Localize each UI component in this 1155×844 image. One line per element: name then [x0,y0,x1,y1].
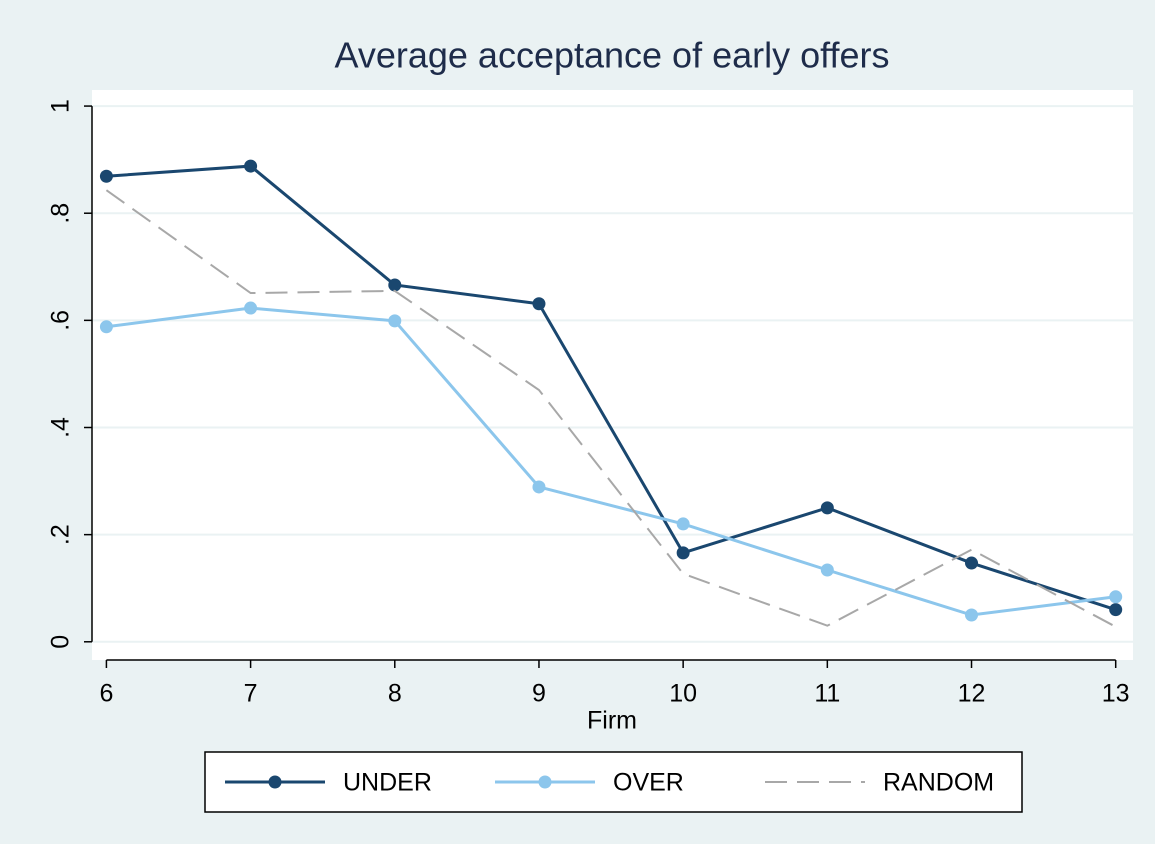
data-point [965,608,979,622]
y-tick-label: 0 [47,635,75,649]
x-tick-label: 13 [1102,680,1130,708]
x-axis-label: Firm [587,707,637,735]
data-point [1109,603,1123,617]
x-tick-label: 8 [388,680,402,708]
y-tick-label: .6 [47,310,75,331]
y-tick-label: .8 [47,203,75,224]
legend-label: OVER [613,769,684,797]
data-point [388,278,402,292]
data-point [99,169,113,183]
data-point [1109,590,1123,604]
x-tick-label: 9 [532,680,546,708]
legend-label: UNDER [343,769,432,797]
data-point [99,320,113,334]
plot-area [92,90,1133,660]
legend-marker [538,775,552,789]
chart-title: Average acceptance of early offers [334,35,889,76]
x-tick-label: 7 [244,680,258,708]
legend [204,751,1023,813]
data-point [532,480,546,494]
data-point [965,556,979,570]
data-point [388,314,402,328]
data-point [532,297,546,311]
series-line [106,164,1117,612]
x-tick-label: 10 [669,680,697,708]
data-point [676,517,690,531]
x-tick-label: 11 [814,680,840,708]
legend-label: RANDOM [883,769,994,797]
y-tick-label: .2 [47,524,75,545]
data-point [676,546,690,560]
x-tick-label: 6 [99,680,113,708]
y-tick-label: .4 [47,417,75,438]
y-tick-label: 1 [47,99,75,113]
data-point [820,501,834,515]
data-point [244,159,258,173]
series-line [105,189,1117,628]
series-line [106,306,1116,617]
x-tick-label: 12 [958,680,986,708]
data-point [244,301,258,315]
legend-marker [268,775,282,789]
data-point [820,563,834,577]
